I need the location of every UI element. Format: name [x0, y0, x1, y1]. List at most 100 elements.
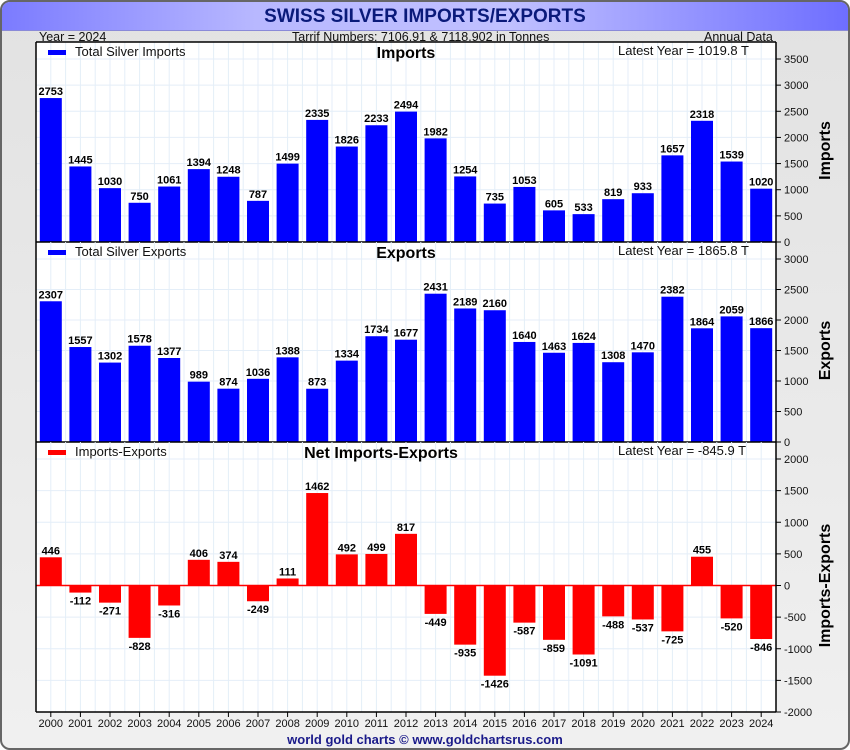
data-label: 750 [130, 191, 148, 203]
data-label: 111 [279, 566, 296, 578]
x-tick-label: 2019 [601, 718, 625, 730]
y-axis-label: Imports [817, 121, 834, 180]
bar [720, 585, 743, 619]
bar [513, 341, 536, 442]
x-tick-label: 2010 [335, 718, 359, 730]
x-tick-label: 2023 [719, 718, 743, 730]
bar [572, 214, 595, 242]
data-label: 2160 [483, 298, 507, 310]
data-label: 1864 [690, 316, 715, 328]
data-label: 873 [308, 377, 326, 389]
y-tick-label: -1000 [784, 644, 812, 656]
bar [602, 362, 625, 442]
data-label: 2382 [660, 285, 684, 297]
bar [128, 345, 151, 442]
y-tick-label: 2500 [784, 106, 808, 118]
y-tick-label: 1500 [784, 486, 808, 498]
bar [69, 585, 92, 593]
x-tick-label: 2009 [305, 718, 329, 730]
data-label: 533 [574, 202, 592, 214]
data-label: 2431 [423, 282, 447, 294]
y-tick-label: 1000 [784, 517, 808, 529]
data-label: -316 [158, 608, 180, 620]
data-label: 989 [190, 370, 208, 382]
data-label: -1091 [570, 658, 598, 670]
data-label: 1248 [216, 165, 240, 177]
data-label: 1539 [719, 150, 743, 162]
bar [395, 533, 417, 586]
data-label: 1308 [601, 350, 625, 362]
bar [483, 203, 506, 242]
y-tick-label: 1500 [784, 159, 808, 171]
x-tick-label: 2011 [365, 718, 389, 730]
x-tick-label: 2017 [542, 718, 566, 730]
data-label: 1061 [157, 175, 181, 187]
data-label: 933 [634, 181, 652, 193]
data-label: 1499 [275, 152, 299, 164]
bar [99, 585, 121, 603]
bar [276, 163, 299, 242]
data-label: 787 [249, 189, 267, 201]
x-tick-label: 2004 [157, 718, 181, 730]
legend-swatch [48, 50, 66, 55]
tariff-label: Tarrif Numbers: 7106.91 & 7118.902 in To… [292, 30, 550, 44]
data-label: -828 [129, 641, 151, 653]
bar [276, 357, 299, 442]
x-tick-label: 2008 [275, 718, 299, 730]
data-label: -587 [513, 626, 535, 638]
bar [158, 186, 181, 242]
bar [39, 557, 62, 586]
bar [69, 347, 92, 442]
data-label: 605 [545, 198, 563, 210]
y-tick-label: -500 [784, 612, 806, 624]
x-tick-label: 2002 [98, 718, 122, 730]
legend-swatch [48, 450, 66, 455]
bar [543, 210, 565, 242]
latest-year-label: Latest Year = 1865.8 T [618, 243, 749, 258]
panel-title: Net Imports-Exports [304, 445, 458, 462]
bar [424, 585, 447, 614]
data-label: 2335 [305, 108, 329, 120]
data-label: 1036 [246, 367, 270, 379]
data-label: 735 [486, 192, 504, 204]
data-label: 1557 [68, 335, 92, 347]
data-label: 1982 [423, 126, 447, 138]
bar [631, 352, 654, 442]
y-axis-label: Exports [817, 321, 834, 381]
bar [39, 98, 62, 242]
data-label: 374 [219, 550, 238, 562]
y-tick-label: 3000 [784, 254, 808, 266]
data-label: 1394 [187, 157, 212, 169]
data-label: 2307 [39, 289, 63, 301]
data-label: 1377 [157, 346, 181, 358]
y-tick-label: 500 [784, 407, 802, 419]
y-tick-label: 2000 [784, 132, 808, 144]
data-label: 1053 [512, 175, 536, 187]
bar [424, 138, 447, 242]
bar [335, 554, 358, 586]
data-label: -1426 [481, 679, 509, 691]
legend-label: Total Silver Exports [75, 244, 187, 259]
y-tick-label: 0 [784, 237, 790, 249]
y-tick-label: 2500 [784, 285, 808, 297]
title-bar: SWISS SILVER IMPORTS/EXPORTS [2, 2, 848, 31]
data-label: 1334 [335, 349, 360, 361]
bar [69, 166, 92, 242]
data-label: -488 [602, 619, 624, 631]
y-tick-label: 2000 [784, 454, 808, 466]
bar [247, 585, 269, 602]
data-label: 406 [190, 548, 208, 560]
latest-year-label: Latest Year = -845.9 T [618, 443, 746, 458]
data-label: 1826 [335, 135, 359, 147]
bar [365, 125, 388, 242]
bar [513, 186, 536, 242]
data-label: 1463 [542, 341, 566, 353]
bar [158, 358, 181, 442]
data-label: 1030 [98, 176, 122, 188]
y-tick-label: -2000 [784, 707, 812, 719]
data-label: 1388 [275, 345, 299, 357]
data-label: 1677 [394, 328, 418, 340]
bar [128, 585, 151, 638]
bar [187, 381, 210, 442]
x-tick-label: 2020 [631, 718, 655, 730]
